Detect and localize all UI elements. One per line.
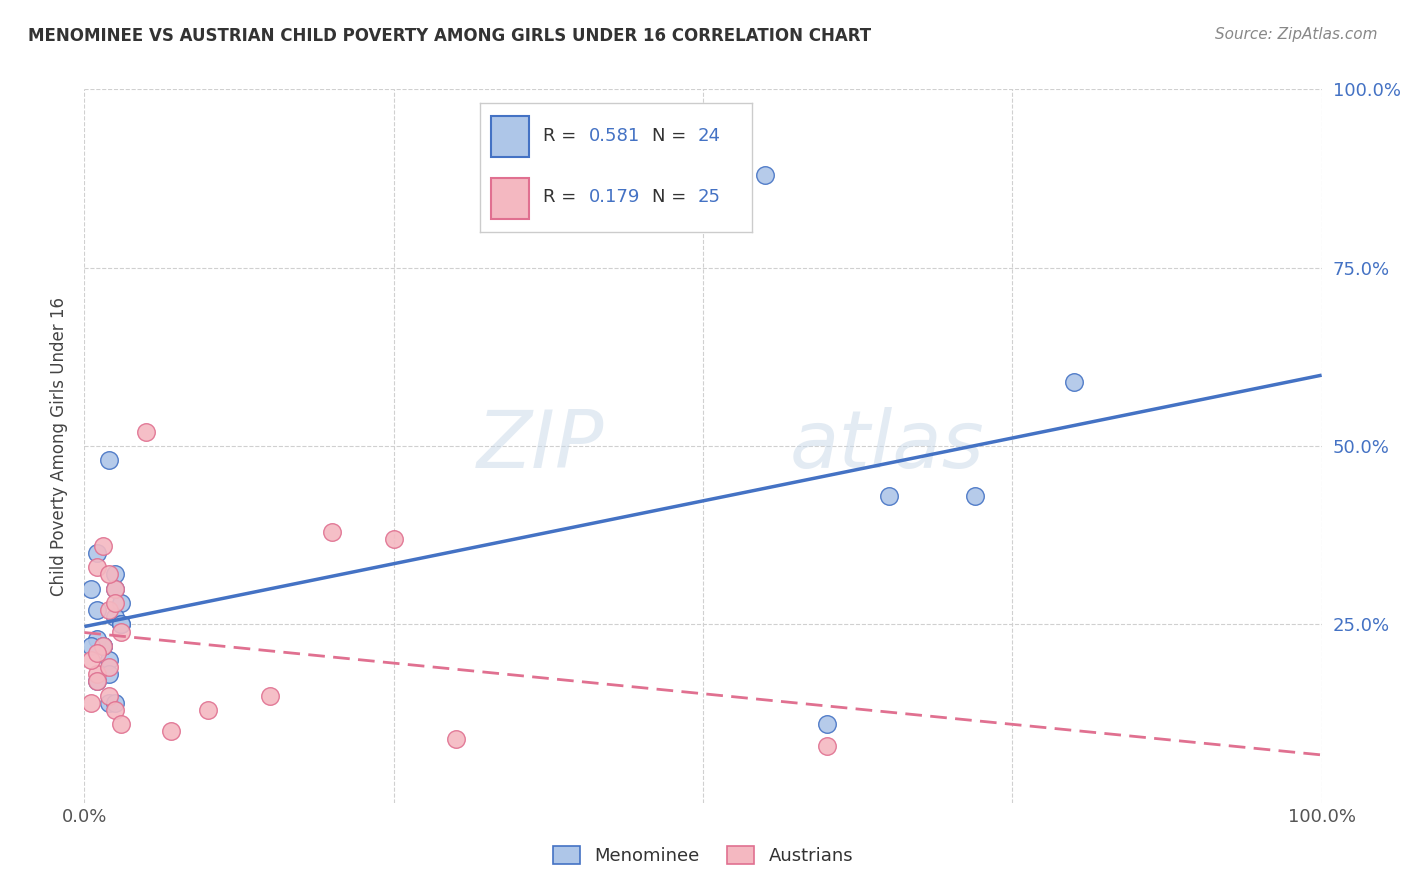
Point [86, 674, 108, 689]
Point [815, 717, 838, 731]
Point [1063, 375, 1085, 389]
Text: ZIP: ZIP [477, 407, 605, 485]
Point [98, 653, 121, 667]
Point [197, 703, 219, 717]
Point [104, 610, 127, 624]
Point [104, 703, 127, 717]
Point [104, 696, 127, 710]
Point [110, 617, 132, 632]
Point [86, 560, 108, 574]
Point [110, 624, 132, 639]
Point [79, 653, 101, 667]
Point [965, 489, 987, 503]
Point [98, 689, 121, 703]
Point [110, 617, 132, 632]
Point [91, 639, 114, 653]
Point [321, 524, 343, 539]
Point [135, 425, 157, 439]
Point [79, 696, 101, 710]
Point [444, 731, 467, 746]
Point [98, 453, 121, 467]
Point [98, 696, 121, 710]
Point [86, 674, 108, 689]
Point [86, 646, 108, 660]
Y-axis label: Child Poverty Among Girls Under 16: Child Poverty Among Girls Under 16 [51, 296, 69, 596]
Text: atlas: atlas [790, 407, 984, 485]
Point [79, 639, 101, 653]
Point [86, 546, 108, 560]
Point [104, 582, 127, 596]
Point [91, 539, 114, 553]
Point [815, 739, 838, 753]
Point [86, 667, 108, 681]
Point [104, 582, 127, 596]
Point [110, 596, 132, 610]
Legend: Menominee, Austrians: Menominee, Austrians [553, 846, 853, 865]
Point [86, 632, 108, 646]
Point [79, 582, 101, 596]
Point [91, 639, 114, 653]
Point [98, 667, 121, 681]
Point [86, 603, 108, 617]
Point [259, 689, 281, 703]
Text: Source: ZipAtlas.com: Source: ZipAtlas.com [1215, 27, 1378, 42]
Point [98, 660, 121, 674]
Point [98, 567, 121, 582]
Point [104, 567, 127, 582]
Point [98, 603, 121, 617]
Point [877, 489, 900, 503]
Text: MENOMINEE VS AUSTRIAN CHILD POVERTY AMONG GIRLS UNDER 16 CORRELATION CHART: MENOMINEE VS AUSTRIAN CHILD POVERTY AMON… [28, 27, 872, 45]
Point [160, 724, 183, 739]
Point [382, 532, 405, 546]
Point [110, 717, 132, 731]
Point [104, 596, 127, 610]
Point [754, 168, 776, 182]
Point [91, 639, 114, 653]
